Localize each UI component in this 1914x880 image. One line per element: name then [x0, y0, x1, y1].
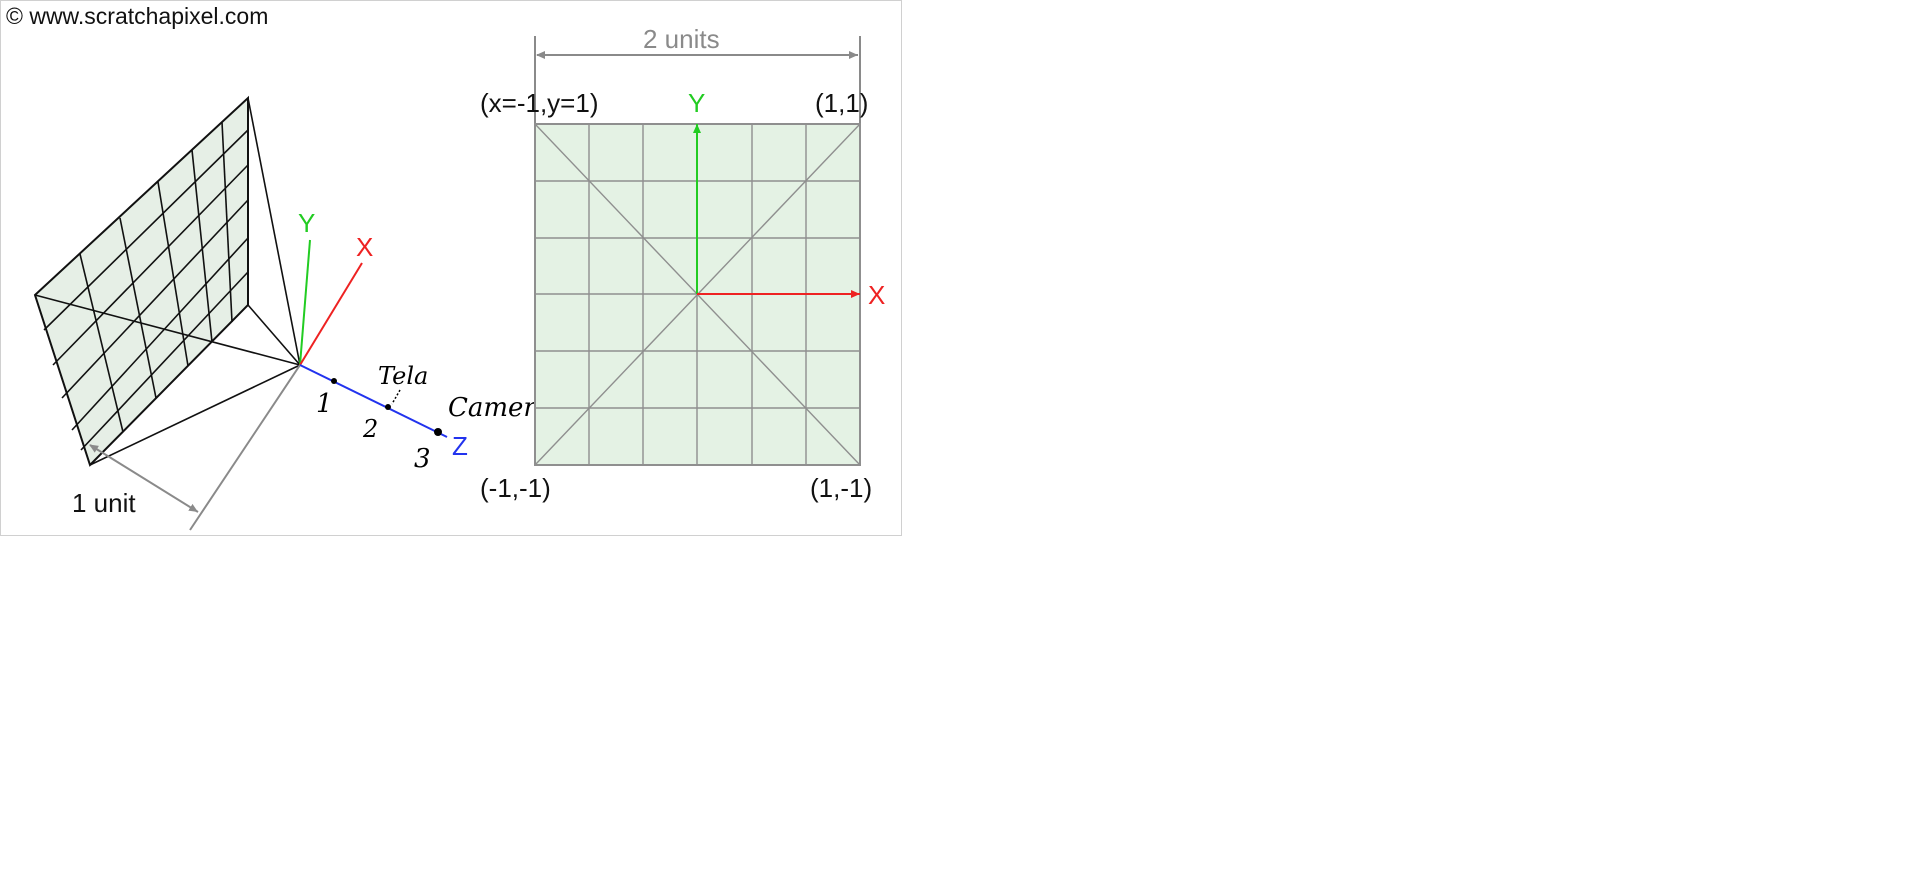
image-plane-grid	[43, 121, 249, 451]
camera-point-mark	[434, 428, 442, 436]
y-axis-3d-label: Y	[298, 208, 315, 238]
mark-1: 1	[316, 389, 333, 419]
corner-top-left-label: (x=-1,y=1)	[480, 88, 599, 118]
mark-2: 2	[362, 415, 378, 443]
one-unit-dimension	[89, 364, 301, 531]
credit-text: © www.scratchapixel.com	[6, 3, 268, 29]
camera-point-mark	[331, 378, 337, 384]
screen-note-pointer	[391, 389, 401, 405]
corner-top-right-label: (1,1)	[815, 88, 868, 118]
camera-point-mark	[385, 404, 391, 410]
x-axis-3d-label: X	[356, 232, 373, 262]
y-axis-3d	[299, 239, 311, 366]
z-axis-3d-label: Z	[452, 431, 468, 461]
perspective-view: 1 unit Y X Z 1 2 3 Tela Camera	[33, 95, 551, 531]
z-axis-3d	[299, 364, 448, 438]
screen-note: Tela	[378, 362, 428, 390]
image-plane	[33, 95, 249, 467]
x-axis-2d-label: X	[868, 280, 885, 310]
figure-frame	[0, 0, 902, 536]
handwritten-annotations: 1 2 3 Tela Camera	[316, 362, 551, 474]
one-unit-label: 1 unit	[72, 488, 136, 518]
y-axis-2d-label: Y	[688, 88, 705, 118]
corner-bottom-right-label: (1,-1)	[810, 473, 872, 503]
corner-bottom-left-label: (-1,-1)	[480, 473, 551, 503]
mark-3: 3	[414, 444, 431, 474]
frustum-lines	[34, 97, 301, 466]
x-axis-3d	[299, 262, 363, 366]
front-view: 2 units Y X (x=-1,y=1) (1,1) (-1,-1) (1,…	[480, 24, 885, 503]
two-units-label: 2 units	[643, 24, 720, 54]
